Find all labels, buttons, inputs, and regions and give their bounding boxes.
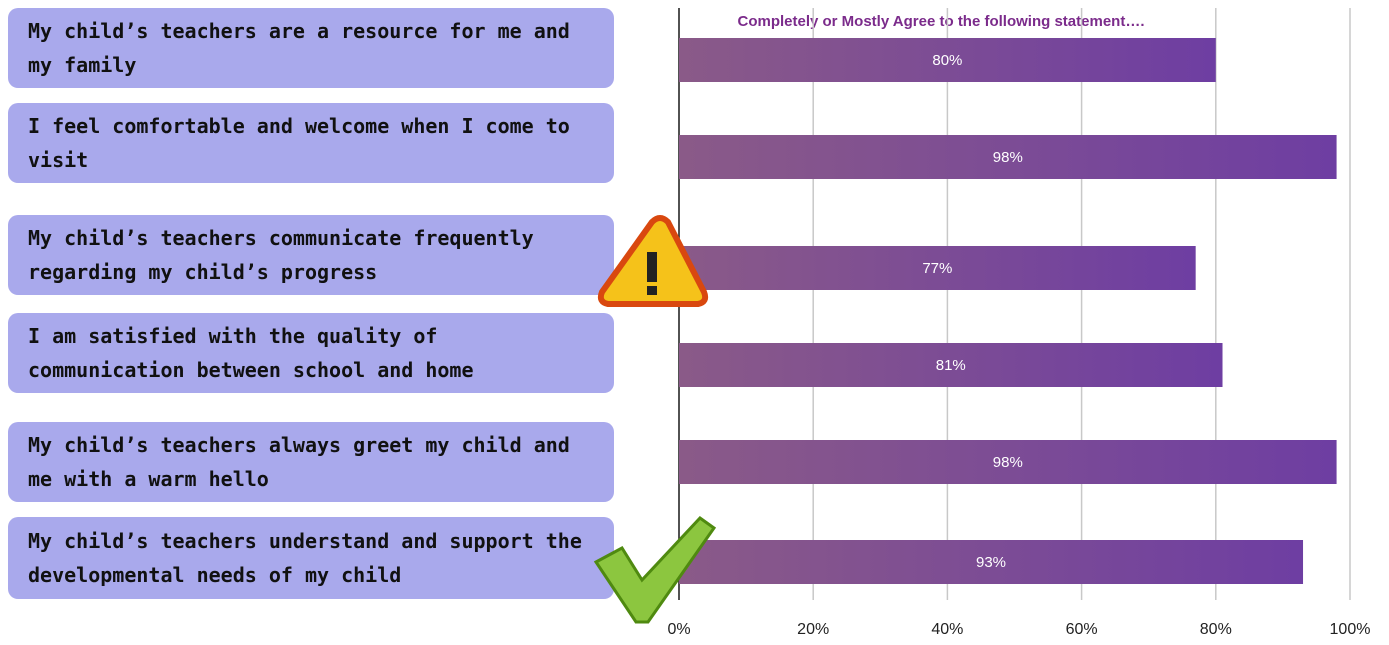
bar xyxy=(679,540,1304,584)
statement-box: My child’s teachers communicate frequent… xyxy=(8,215,614,295)
bar xyxy=(679,38,1216,82)
x-tick-label: 40% xyxy=(931,621,963,638)
value-label: 77% xyxy=(922,260,952,277)
x-tick-label: 100% xyxy=(1330,621,1371,638)
statement-box: My child’s teachers are a resource for m… xyxy=(8,8,614,88)
bar xyxy=(679,246,1196,290)
warning-icon xyxy=(597,215,709,307)
value-label: 81% xyxy=(936,357,966,374)
plot: 0% 20% 40% 60% 80% 100% 80% 98% 77% 81% 98% 93% xyxy=(667,8,1370,638)
x-tick-label: 0% xyxy=(667,621,690,638)
statement-box: My child’s teachers always greet my chil… xyxy=(8,422,614,502)
value-label: 98% xyxy=(993,454,1023,471)
bar xyxy=(679,440,1337,484)
chart-title: Completely or Mostly Agree to the follow… xyxy=(738,13,1145,30)
statement-box: I feel comfortable and welcome when I co… xyxy=(8,103,614,183)
x-tick-label: 80% xyxy=(1200,621,1232,638)
bar xyxy=(679,135,1337,179)
x-tick-label: 60% xyxy=(1066,621,1098,638)
check-icon xyxy=(593,516,717,624)
value-label: 80% xyxy=(932,52,962,69)
value-label: 93% xyxy=(976,554,1006,571)
x-tick-label: 20% xyxy=(797,621,829,638)
statement-box: I am satisfied with the quality of commu… xyxy=(8,313,614,393)
bar xyxy=(679,343,1223,387)
statement-box: My child’s teachers understand and suppo… xyxy=(8,517,614,599)
value-label: 98% xyxy=(993,149,1023,166)
